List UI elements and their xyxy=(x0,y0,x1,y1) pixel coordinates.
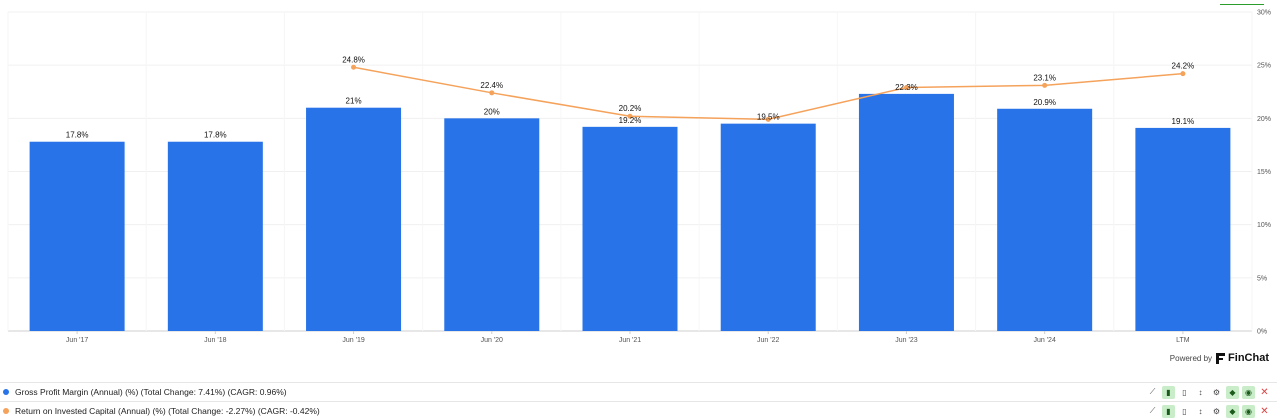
finchat-brand-name: FinChat xyxy=(1228,352,1269,364)
top-accent-line xyxy=(1220,4,1264,5)
x-tick-label: Jun '18 xyxy=(204,337,226,344)
line-series xyxy=(351,64,1186,122)
line-point[interactable] xyxy=(351,64,357,70)
line-point[interactable] xyxy=(903,84,909,90)
y-tick-label: 0% xyxy=(1257,329,1267,336)
x-tick-label: LTM xyxy=(1176,337,1190,344)
line-point[interactable] xyxy=(765,116,771,122)
y-tick-label: 25% xyxy=(1257,63,1271,70)
close-icon[interactable]: ✕ xyxy=(1260,405,1269,417)
line-data-label: 20.2% xyxy=(619,104,642,113)
x-tick-label: Jun '21 xyxy=(619,337,641,344)
bar[interactable] xyxy=(1135,127,1231,331)
x-axis: Jun '17 Jun '18 Jun '19 Jun '20 Jun '21 Jun '… xyxy=(66,331,1190,344)
bar-data-label: 22.3% xyxy=(895,83,918,92)
line-point[interactable] xyxy=(1180,71,1186,77)
line-data-label: 24.8% xyxy=(342,55,365,64)
gear-icon[interactable]: ⚙ xyxy=(1212,387,1221,397)
eye-icon[interactable]: ◉ xyxy=(1242,385,1255,399)
bar-data-label: 19.1% xyxy=(1172,117,1195,126)
finchat-logo-icon xyxy=(1216,352,1226,364)
x-tick-label: Jun '20 xyxy=(481,337,503,344)
chart: 17.8% 17.8% 21% 20% 19.2% 19.5% 22.3% 20.9% 19.1… xyxy=(7,10,1271,344)
y-tick-label: 15% xyxy=(1257,169,1271,176)
x-tick-label: Jun '22 xyxy=(757,337,779,344)
y-tick-label: 10% xyxy=(1257,222,1271,229)
legend-dot xyxy=(3,408,9,414)
y-tick-label: 30% xyxy=(1257,10,1271,17)
gear-icon[interactable]: ⚙ xyxy=(1212,406,1221,416)
y-tick-label: 5% xyxy=(1257,275,1267,282)
bar[interactable] xyxy=(858,93,954,331)
line-chart-icon[interactable]: ⟋ xyxy=(1149,406,1156,415)
close-icon[interactable]: ✕ xyxy=(1260,386,1269,398)
legend-row: Gross Profit Margin (Annual) (%) (Total … xyxy=(0,382,1277,401)
tag-icon[interactable]: ◆ xyxy=(1226,404,1239,418)
legend-text: Return on Invested Capital (Annual) (%) … xyxy=(15,406,320,416)
x-tick-label: Jun '17 xyxy=(66,337,88,344)
line-point[interactable] xyxy=(489,90,495,96)
line-chart-icon[interactable]: ⟋ xyxy=(1149,387,1156,396)
x-tick-label: Jun '24 xyxy=(1033,337,1055,344)
tag-icon[interactable]: ◆ xyxy=(1226,385,1239,399)
bar-series xyxy=(29,93,1231,332)
bar-data-label: 20.9% xyxy=(1033,98,1056,107)
line-data-label: 23.1% xyxy=(1033,73,1056,82)
bar[interactable] xyxy=(997,108,1093,331)
bar[interactable] xyxy=(29,141,125,331)
series-tools: ⟋ ▮ ▯ ↕ ⚙ ◆ ◉ ✕ xyxy=(1146,385,1271,399)
bar-data-label: 17.8% xyxy=(204,131,227,140)
legend-dot xyxy=(3,389,9,395)
data-labels: 17.8% 17.8% 21% 20% 19.2% 19.5% 22.3% 20.9% 19.1… xyxy=(66,55,1194,139)
bar-data-label: 17.8% xyxy=(66,131,89,140)
column-chart-icon[interactable]: ▯ xyxy=(1182,406,1187,416)
y-axis: 0% 5% 10% 15% 20% 25% 30% xyxy=(1257,10,1271,336)
bar[interactable] xyxy=(720,123,816,332)
bar[interactable] xyxy=(444,118,540,331)
line-data-label: 22.4% xyxy=(480,81,503,90)
bar-chart-icon[interactable]: ▮ xyxy=(1162,385,1175,399)
eye-icon[interactable]: ◉ xyxy=(1242,404,1255,418)
bar[interactable] xyxy=(306,107,402,331)
powered-by-label: Powered by xyxy=(1169,353,1213,363)
column-chart-icon[interactable]: ▯ xyxy=(1182,387,1187,397)
finchat-logo[interactable]: FinChat xyxy=(1216,352,1269,364)
bar-data-label: 19.2% xyxy=(619,116,642,125)
sort-icon[interactable]: ↕ xyxy=(1198,406,1203,416)
sort-icon[interactable]: ↕ xyxy=(1198,387,1203,397)
bar[interactable] xyxy=(582,126,678,331)
y-tick-label: 20% xyxy=(1257,116,1271,123)
line-point[interactable] xyxy=(1042,82,1048,88)
powered-by: Powered by FinChat xyxy=(1170,352,1269,364)
legend-row: Return on Invested Capital (Annual) (%) … xyxy=(0,401,1277,420)
bar[interactable] xyxy=(167,141,263,331)
legend-text: Gross Profit Margin (Annual) (%) (Total … xyxy=(15,387,287,397)
x-tick-label: Jun '23 xyxy=(895,337,917,344)
bar-chart-icon[interactable]: ▮ xyxy=(1162,404,1175,418)
line-data-label: 24.2% xyxy=(1172,62,1195,71)
series-tools: ⟋ ▮ ▯ ↕ ⚙ ◆ ◉ ✕ xyxy=(1146,404,1271,418)
bar-data-label: 21% xyxy=(346,97,362,106)
x-tick-label: Jun '19 xyxy=(342,337,364,344)
line-point[interactable] xyxy=(627,113,633,119)
bar-data-label: 20% xyxy=(484,107,500,116)
bar-data-label: 19.5% xyxy=(757,113,780,122)
